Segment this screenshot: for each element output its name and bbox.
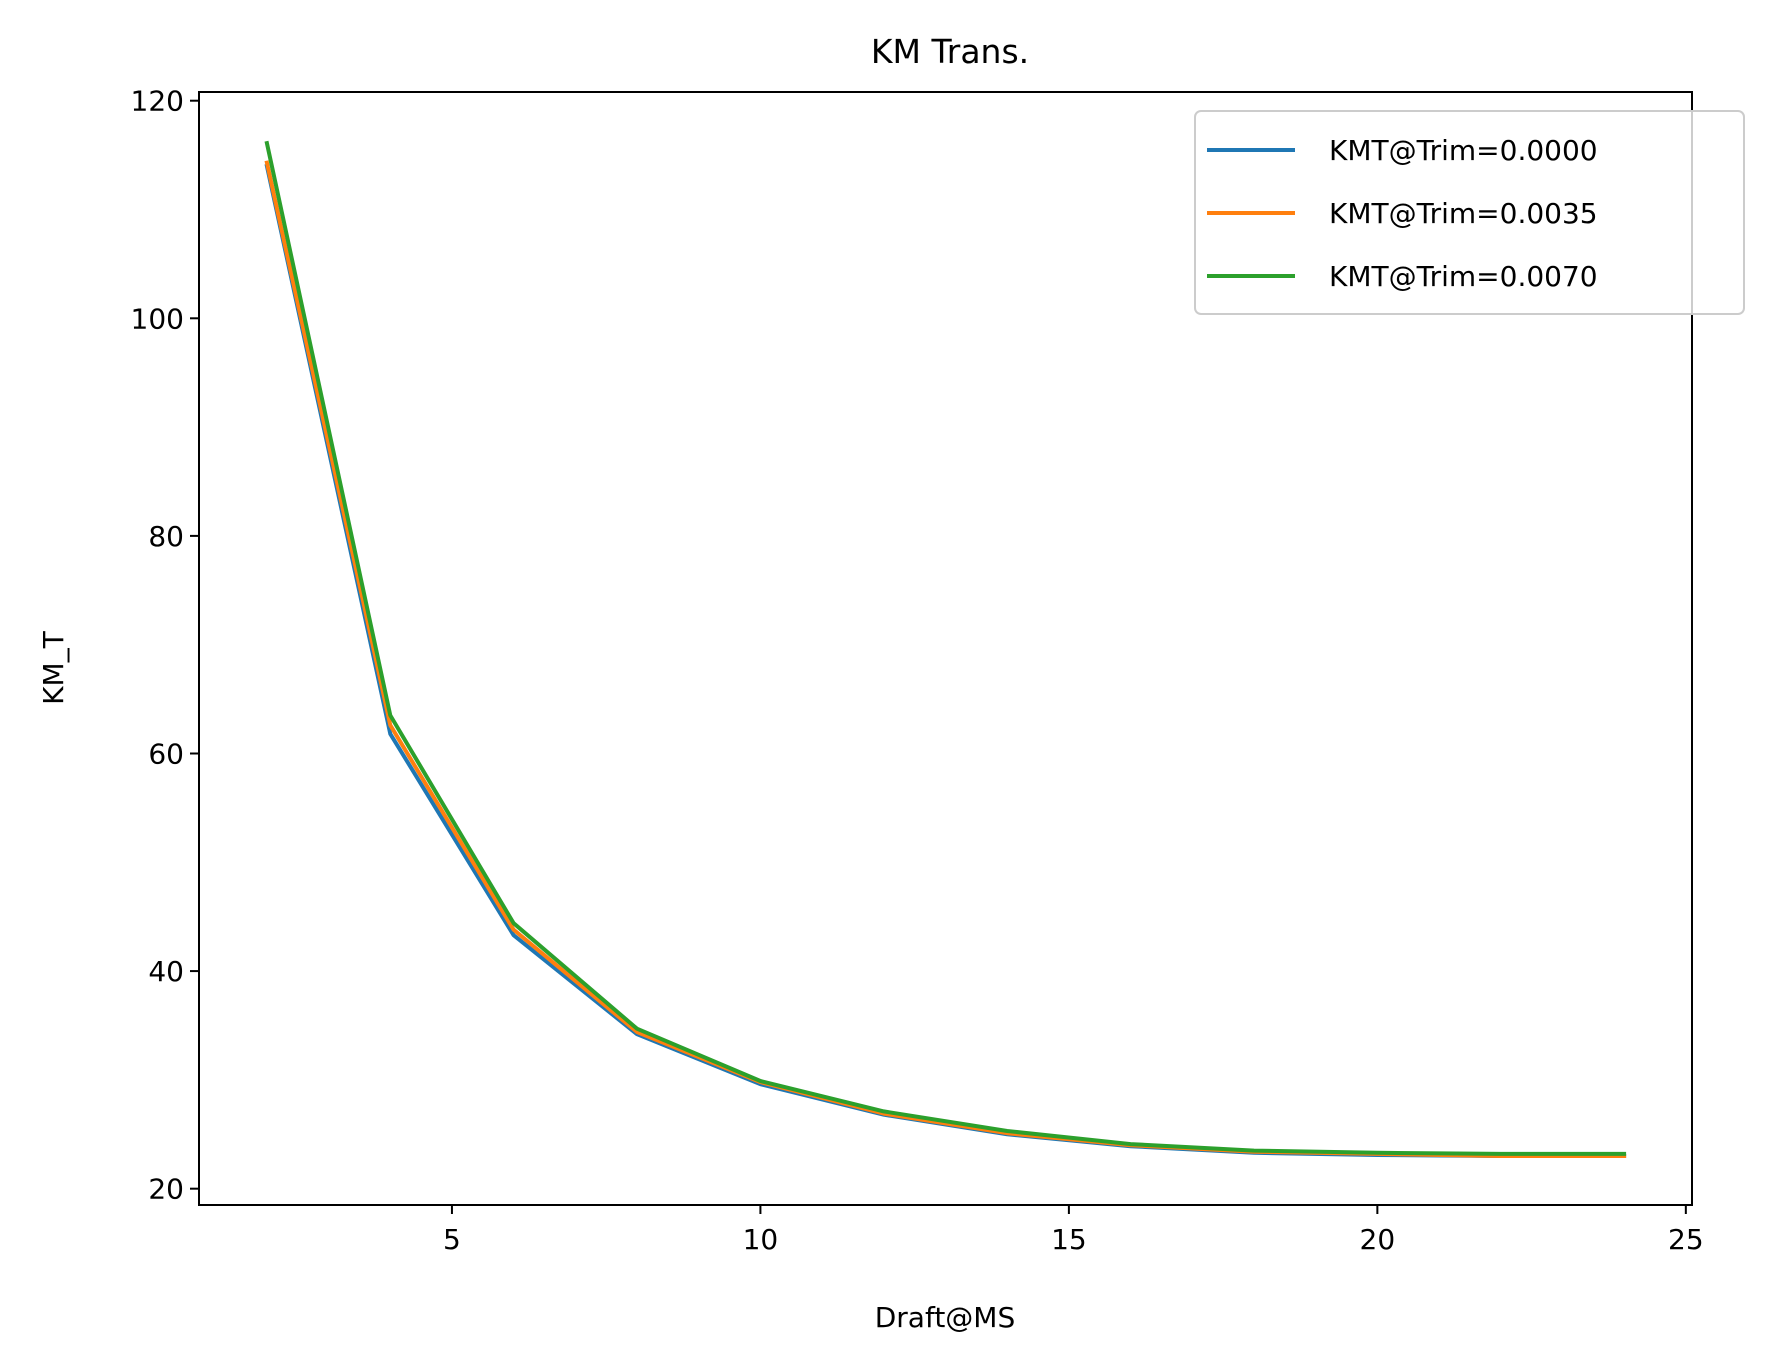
x-tick-label: 25	[1668, 1223, 1704, 1256]
legend-box	[1194, 110, 1745, 315]
y-tick-label: 100	[131, 302, 184, 335]
y-tick-label: 20	[148, 1173, 184, 1206]
plot-area	[198, 91, 1693, 1206]
y-tick-label: 40	[148, 955, 184, 988]
y-tick-label: 60	[148, 737, 184, 770]
x-tick-label: 15	[1051, 1223, 1087, 1256]
y-axis-label: KM_T	[37, 630, 70, 705]
y-tick-label: 120	[131, 85, 184, 118]
x-axis-label: Draft@MS	[875, 1301, 1016, 1334]
legend-label-0: KMT@Trim=0.0000	[1329, 134, 1598, 167]
series-line-2	[264, 140, 1627, 1156]
legend-label-1: KMT@Trim=0.0035	[1329, 197, 1598, 230]
x-axis: 5 10 15 20 25	[443, 1205, 1704, 1256]
x-tick-label: 5	[443, 1223, 461, 1256]
x-tick-label: 10	[743, 1223, 779, 1256]
legend-label-2: KMT@Trim=0.0070	[1329, 260, 1598, 293]
chart-title: KM Trans.	[871, 32, 1029, 71]
x-tick-label: 20	[1360, 1223, 1396, 1256]
y-axis: 20 40 60 80 100 120	[131, 85, 199, 1206]
axes-frame	[198, 91, 1693, 1206]
legend: KMT@Trim=0.0000 KMT@Trim=0.0035 KMT@Trim=0…	[1194, 110, 1745, 315]
y-tick-label: 80	[148, 520, 184, 553]
